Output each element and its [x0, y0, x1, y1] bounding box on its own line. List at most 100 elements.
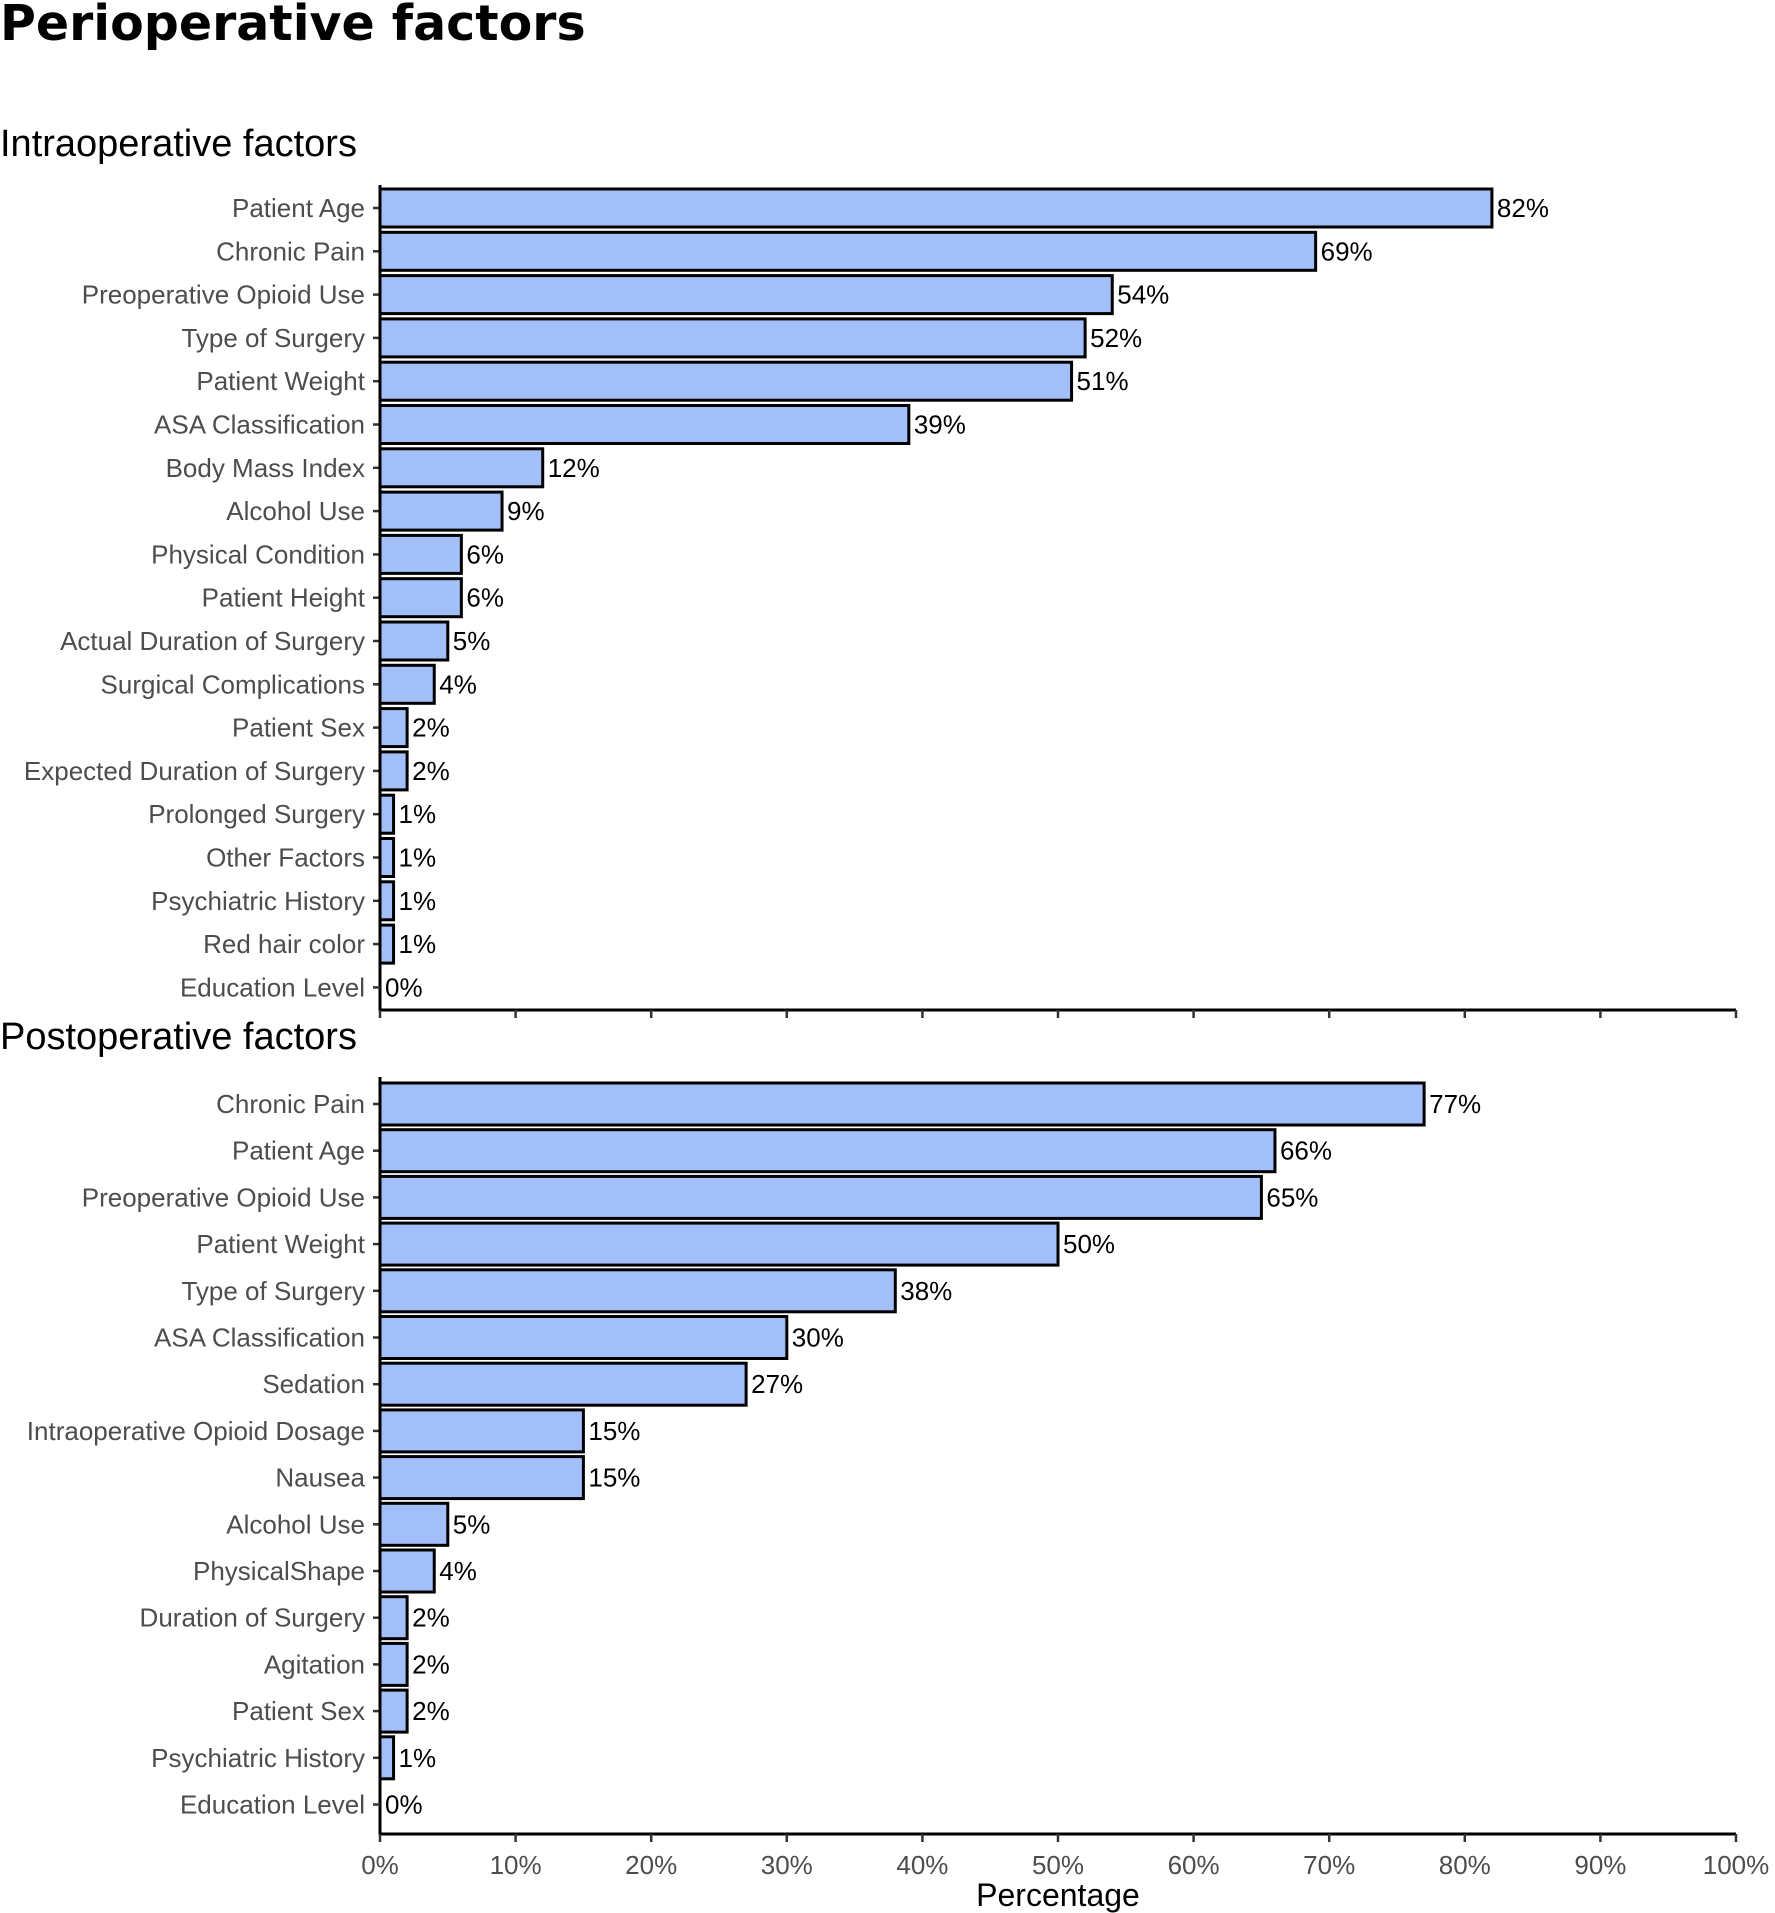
bar [378, 490, 504, 532]
bar [378, 533, 463, 575]
bar [378, 317, 1087, 359]
category-label: Patient Sex [232, 1696, 365, 1726]
x-tick-label: 60% [1168, 1850, 1220, 1880]
panel-title-intraoperative: Intraoperative factors [0, 123, 357, 165]
category-label: Prolonged Surgery [148, 799, 365, 829]
value-label: 69% [1321, 236, 1373, 266]
value-label: 2% [412, 1603, 450, 1633]
bar [378, 1408, 585, 1454]
postoperative-chart: 0% 10% 20% 30% 40% 50% 60% 70% 80% 90% 100% Chronic… [27, 1077, 1769, 1880]
bar [378, 360, 1074, 402]
value-label: 27% [751, 1369, 803, 1399]
value-label: 2% [412, 713, 450, 743]
bar [378, 1641, 409, 1687]
value-label: 2% [412, 756, 450, 786]
x-tick-label: 70% [1303, 1850, 1355, 1880]
category-label: Education Level [180, 1790, 365, 1820]
category-label: Psychiatric History [151, 1743, 365, 1773]
category-label: Patient Age [232, 193, 365, 223]
bar [378, 577, 463, 619]
category-label: Body Mass Index [166, 453, 365, 483]
category-label: Physical Condition [151, 539, 365, 569]
value-label: 1% [399, 799, 437, 829]
bar [378, 750, 409, 792]
category-label: Other Factors [206, 843, 365, 873]
x-tick-label: 30% [761, 1850, 813, 1880]
bar [378, 1548, 436, 1594]
category-label: Patient Age [232, 1136, 365, 1166]
bar [378, 447, 545, 489]
bar [378, 1315, 789, 1360]
value-label: 15% [588, 1463, 640, 1493]
category-label: Type of Surgery [181, 323, 365, 353]
x-tick-label: 100% [1703, 1850, 1770, 1880]
value-label: 0% [385, 972, 423, 1002]
bar [378, 923, 396, 965]
category-label: Psychiatric History [151, 886, 365, 916]
value-label: 77% [1429, 1089, 1481, 1119]
category-label: Surgical Complications [101, 669, 365, 699]
category-label: Patient Weight [196, 366, 365, 396]
category-label: Patient Height [202, 583, 366, 613]
category-label: ASA Classification [154, 1323, 365, 1353]
value-label: 54% [1117, 280, 1169, 310]
category-label: Education Level [180, 972, 365, 1002]
value-label: 6% [466, 583, 504, 613]
bar [378, 1735, 396, 1781]
x-tick-label: 50% [1032, 1850, 1084, 1880]
category-label: PhysicalShape [193, 1556, 365, 1586]
bar [378, 1268, 897, 1314]
value-label: 50% [1063, 1229, 1115, 1259]
category-label: Red hair color [203, 929, 365, 959]
category-label: Alcohol Use [226, 1509, 365, 1539]
bar [378, 1174, 1263, 1220]
bar [378, 1688, 409, 1734]
bar [378, 837, 396, 878]
category-label: Chronic Pain [216, 236, 365, 266]
x-tick-label: 10% [490, 1850, 542, 1880]
category-label: Agitation [264, 1649, 365, 1679]
value-label: 65% [1266, 1182, 1318, 1212]
value-label: 15% [588, 1416, 640, 1446]
value-label: 1% [399, 929, 437, 959]
value-label: 4% [439, 1556, 477, 1586]
category-label: Type of Surgery [181, 1276, 365, 1306]
value-label: 2% [412, 1696, 450, 1726]
value-label: 6% [466, 539, 504, 569]
value-label: 5% [453, 626, 491, 656]
bar [378, 880, 396, 922]
bar [378, 1595, 409, 1641]
category-label: Patient Sex [232, 713, 365, 743]
bar [378, 707, 409, 749]
bar [378, 1128, 1277, 1174]
value-label: 30% [792, 1323, 844, 1353]
category-label: Duration of Surgery [140, 1603, 365, 1633]
category-label: Preoperative Opioid Use [82, 1182, 365, 1212]
category-label: Alcohol Use [226, 496, 365, 526]
value-label: 4% [439, 669, 477, 699]
x-axis-label: Percentage [976, 1877, 1140, 1913]
value-label: 52% [1090, 323, 1142, 353]
category-label: Intraoperative Opioid Dosage [27, 1416, 365, 1446]
value-label: 1% [399, 843, 437, 873]
x-tick-label: 90% [1574, 1850, 1626, 1880]
value-label: 82% [1497, 193, 1549, 223]
category-label: Actual Duration of Surgery [60, 626, 365, 656]
value-label: 38% [900, 1276, 952, 1306]
value-label: 0% [385, 1790, 423, 1820]
x-tick-label: 20% [625, 1850, 677, 1880]
bar [378, 1501, 450, 1547]
category-label: Expected Duration of Surgery [24, 756, 365, 786]
x-tick-label: 80% [1439, 1850, 1491, 1880]
value-label: 12% [548, 453, 600, 483]
value-label: 1% [399, 1743, 437, 1773]
bar [378, 1221, 1060, 1267]
value-label: 2% [412, 1649, 450, 1679]
bar [378, 187, 1494, 229]
category-label: Sedation [262, 1369, 365, 1399]
bar [378, 663, 436, 705]
x-tick-label: 40% [896, 1850, 948, 1880]
bar [378, 620, 450, 662]
panel-title-postoperative: Postoperative factors [0, 1016, 357, 1058]
